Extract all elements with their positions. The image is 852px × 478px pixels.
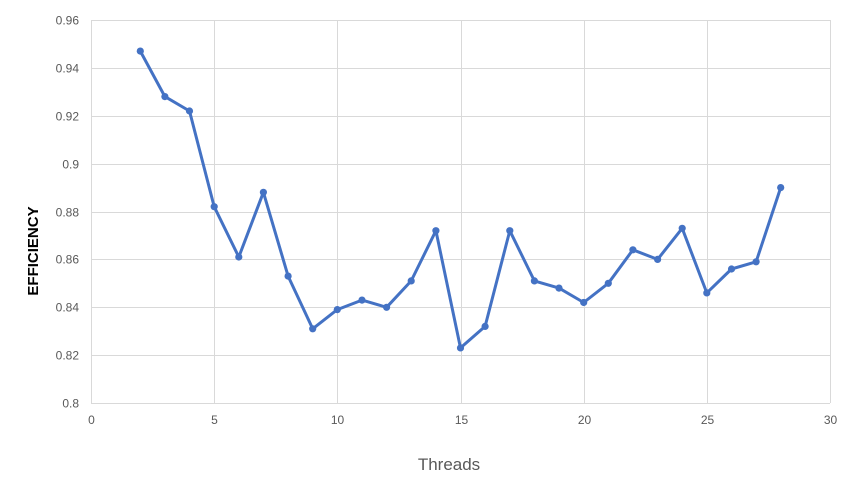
data-point (604, 279, 612, 287)
y-tick-label: 0.96 (56, 14, 80, 28)
x-axis-title: Threads (418, 455, 480, 474)
y-tick-label: 0.88 (56, 206, 80, 220)
data-point (136, 47, 144, 55)
x-tick-label: 0 (88, 413, 95, 427)
data-point (777, 184, 785, 192)
x-tick-label: 20 (578, 413, 592, 427)
data-point (210, 203, 218, 211)
data-point (259, 188, 267, 196)
series-layer (136, 47, 785, 352)
data-point (383, 303, 391, 311)
x-tick-label: 30 (824, 413, 838, 427)
data-point (185, 107, 194, 115)
y-axis-title: EFFICIENCY (25, 206, 42, 295)
y-tick-label: 0.84 (56, 301, 80, 315)
data-point (481, 322, 489, 330)
data-point (727, 265, 736, 273)
data-point (654, 255, 662, 263)
data-point (284, 272, 292, 280)
tick-label-layer: 0.8 0.82 0.84 0.86 0.88 0.9 0.92 0.94 0.96 0 5 10 15… (56, 14, 838, 428)
data-point (580, 298, 588, 307)
y-tick-label: 0.86 (56, 253, 80, 267)
data-point (358, 296, 366, 304)
data-point (333, 306, 341, 314)
x-tick-label: 5 (211, 413, 218, 427)
data-point (752, 258, 760, 266)
y-tick-label: 0.82 (56, 349, 80, 363)
data-point (506, 227, 514, 235)
data-point (629, 246, 637, 254)
data-point (235, 253, 243, 261)
data-point (407, 277, 415, 285)
data-point (530, 277, 539, 285)
data-point (309, 325, 317, 333)
y-tick-label: 0.8 (62, 397, 79, 411)
y-tick-label: 0.9 (62, 158, 79, 172)
data-point (703, 289, 711, 297)
x-tick-label: 15 (455, 413, 469, 427)
x-tick-label: 10 (331, 413, 345, 427)
data-point (555, 284, 563, 292)
data-point (161, 93, 169, 101)
data-point (432, 227, 440, 235)
grid-layer (91, 20, 831, 404)
series-line (138, 49, 783, 350)
data-point (456, 344, 465, 352)
y-tick-label: 0.92 (56, 110, 80, 124)
x-tick-label: 25 (701, 413, 715, 427)
data-point (678, 224, 686, 232)
y-tick-label: 0.94 (56, 62, 80, 76)
